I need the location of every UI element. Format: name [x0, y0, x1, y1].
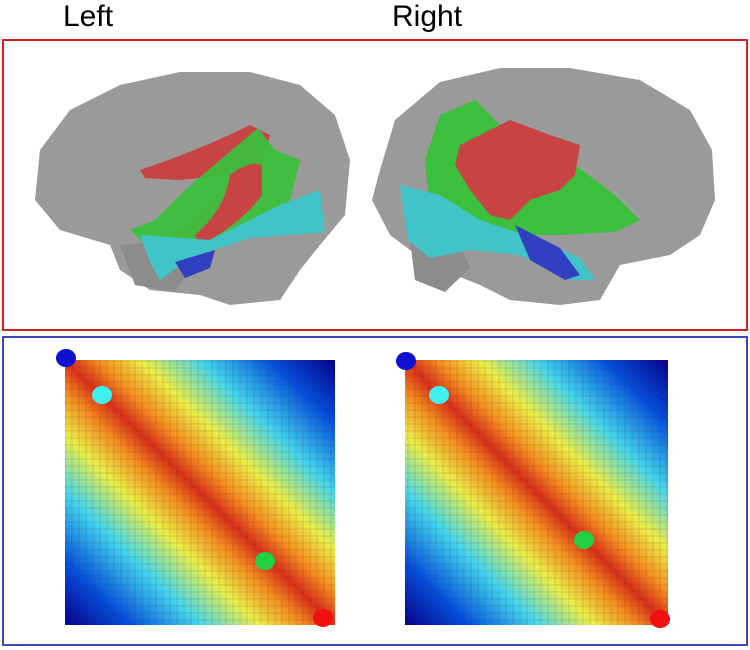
right-brain — [372, 68, 715, 305]
panel-label: Right — [392, 0, 463, 33]
left-matrix — [56, 349, 335, 627]
matrix-panel — [2, 336, 748, 646]
right-matrix — [396, 352, 670, 628]
left-brain — [35, 72, 350, 305]
panel-label: Left — [63, 0, 114, 33]
brain-panel — [2, 39, 748, 331]
